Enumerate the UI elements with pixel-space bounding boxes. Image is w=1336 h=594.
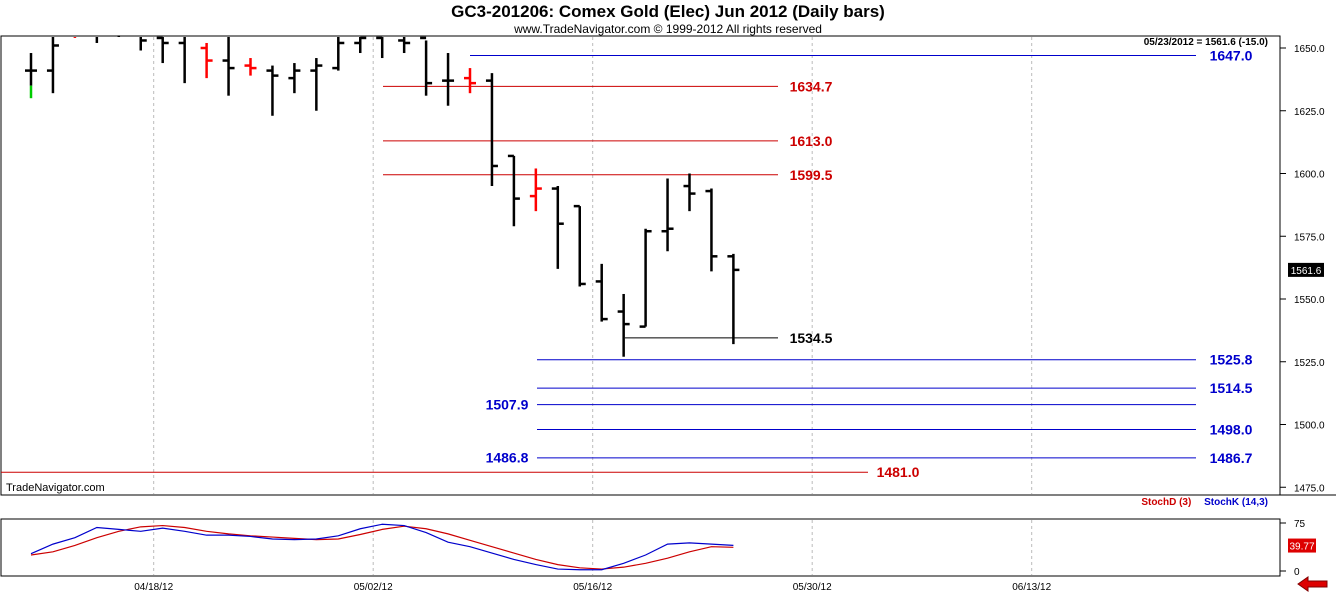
level-label: 1534.5: [790, 330, 833, 346]
x-tick-label: 05/30/12: [793, 582, 832, 593]
level-label: 1481.0: [877, 464, 920, 480]
level-label: 1514.5: [1210, 380, 1253, 396]
legend-stochd: StochD (3): [1141, 497, 1192, 508]
last-price-tag-text: 1561.6: [1291, 266, 1322, 277]
y-tick-label: 1500.0: [1294, 421, 1325, 432]
copyright-notice: www.TradeNavigator.com © 1999-2012 All r…: [514, 22, 822, 36]
y-tick-label: 1575.0: [1294, 232, 1325, 243]
stoch-y-tick-label: 75: [1294, 519, 1306, 530]
level-label: 1498.0: [1210, 422, 1253, 438]
red-left-arrow-icon[interactable]: [1297, 576, 1329, 592]
last-stoch-tag: [1288, 538, 1316, 553]
stochd-line: [30, 524, 734, 570]
level-label: 1486.7: [1210, 450, 1253, 466]
level-label: 1525.8: [1210, 352, 1253, 368]
y-tick-label: 1600.0: [1294, 170, 1325, 181]
chart-title: GC3-201206: Comex Gold (Elec) Jun 2012 (…: [451, 2, 885, 21]
y-tick-label: 1550.0: [1294, 295, 1325, 306]
y-tick-label: 1475.0: [1294, 483, 1325, 494]
x-tick-label: 06/13/12: [1012, 582, 1051, 593]
y-tick-label: 1525.0: [1294, 358, 1325, 369]
x-tick-label: 04/18/12: [134, 582, 173, 593]
legend-stochk: StochK (14,3): [1204, 497, 1268, 508]
level-label: 1507.9: [486, 397, 529, 413]
level-label: 1599.5: [790, 167, 833, 183]
stochastic-panel-frame: [0, 518, 1281, 577]
level-label: 1634.7: [790, 78, 833, 94]
last-stoch-tag-text: 39.77: [1289, 542, 1314, 553]
watermark-text: TradeNavigator.com: [6, 482, 105, 494]
price-panel-frame: [0, 35, 1281, 496]
last-close-note: 05/23/2012 = 1561.6 (-15.0): [1143, 37, 1268, 48]
stochk-line: [30, 523, 734, 571]
level-label: 1613.0: [790, 133, 833, 149]
y-tick-label: 1625.0: [1294, 107, 1325, 118]
level-label: 1647.0: [1210, 48, 1253, 64]
last-price-tag: [1288, 262, 1324, 277]
x-tick-label: 05/02/12: [354, 582, 393, 593]
x-tick-label: 05/16/12: [573, 582, 612, 593]
stochastic-legend: StochD (3) StochK (14,3): [1141, 497, 1268, 508]
y-tick-label: 1650.0: [1294, 44, 1325, 55]
level-label: 1486.8: [486, 450, 529, 466]
stoch-y-tick-label: 0: [1294, 567, 1300, 578]
